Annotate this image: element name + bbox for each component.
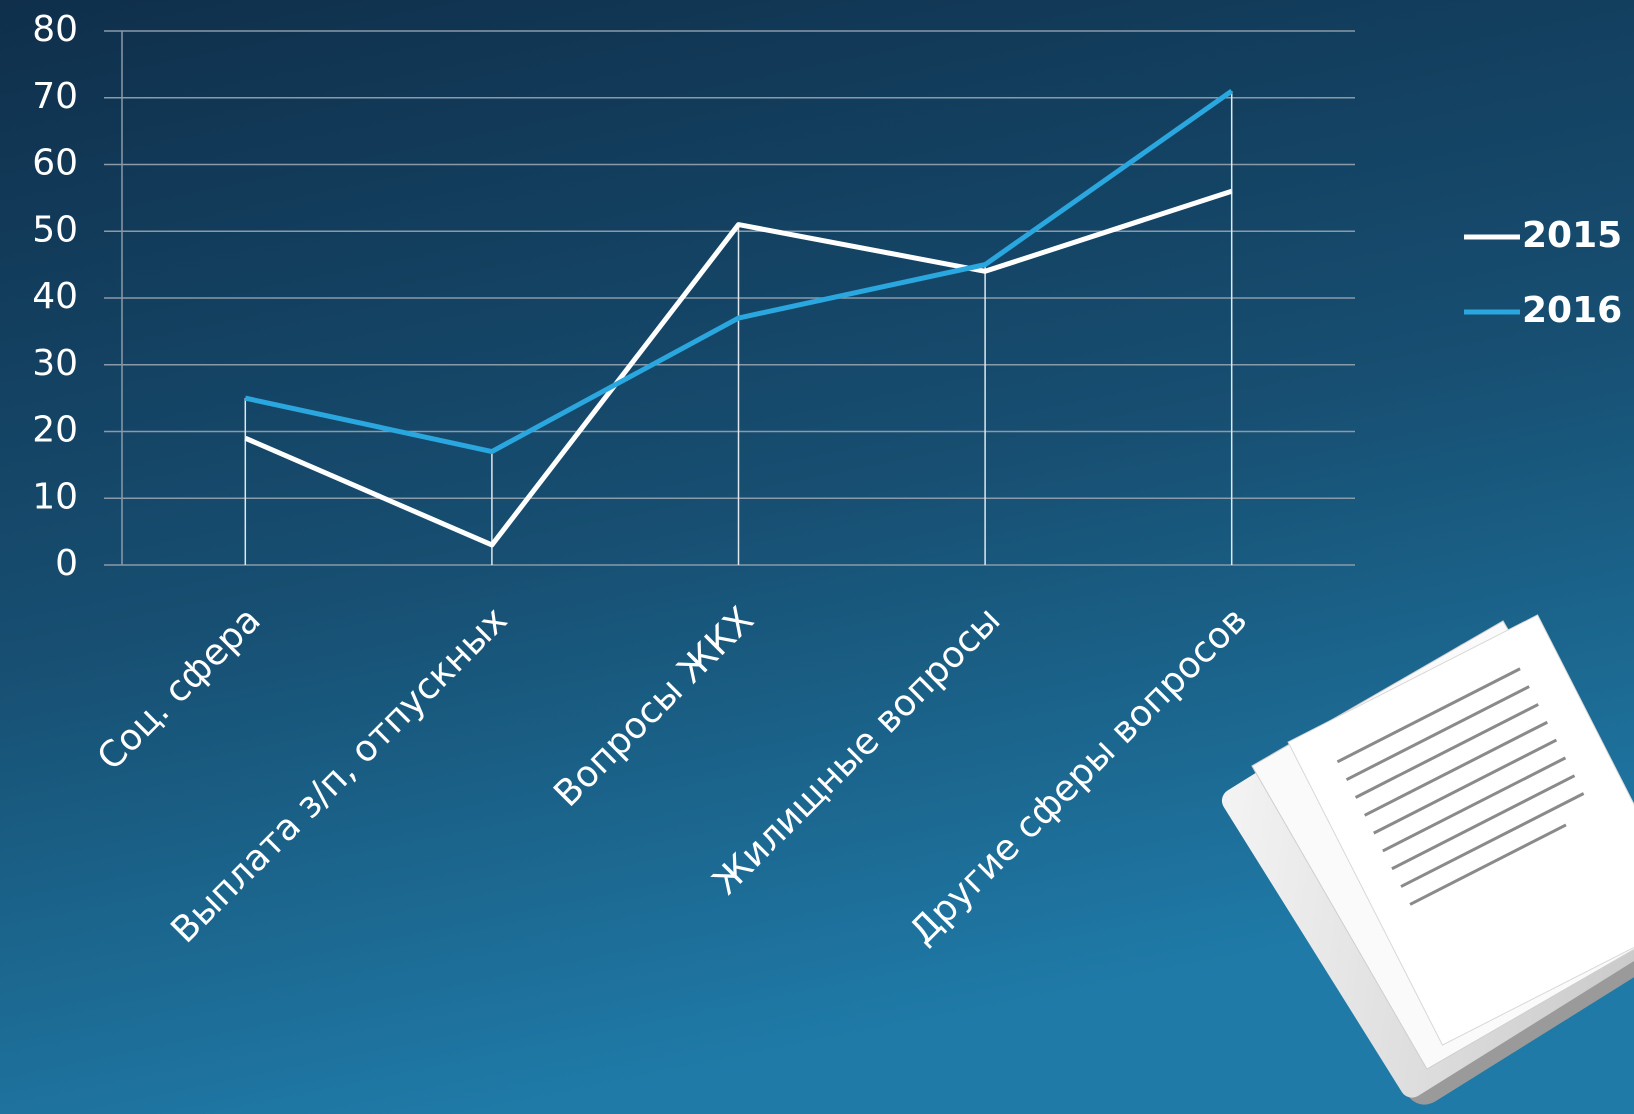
y-tick-label: 20 — [32, 410, 78, 451]
legend-label: 2015 — [1522, 215, 1622, 256]
documents-icon — [1221, 614, 1634, 1105]
y-tick-label: 50 — [32, 209, 78, 250]
legend-label: 2016 — [1522, 290, 1622, 331]
y-tick-label: 0 — [55, 543, 78, 584]
series-line — [244, 188, 1233, 548]
series-line — [244, 89, 1234, 455]
y-tick-label: 30 — [32, 343, 78, 384]
y-tick-label: 10 — [32, 476, 78, 517]
y-tick-label: 60 — [32, 143, 78, 184]
y-tick-label: 70 — [32, 76, 78, 117]
y-tick-label: 80 — [32, 9, 78, 50]
y-tick-label: 40 — [32, 276, 78, 317]
